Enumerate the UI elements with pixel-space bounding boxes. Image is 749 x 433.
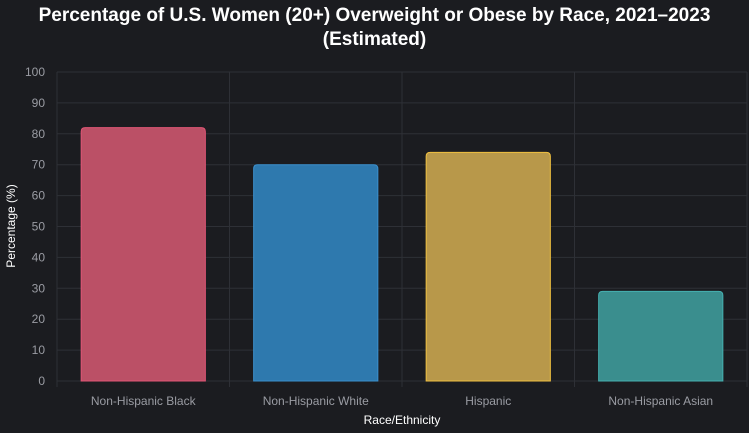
y-axis-label: Percentage (%) (4, 184, 18, 267)
x-tick-label: Non-Hispanic White (263, 394, 369, 408)
x-axis-label: Race/Ethnicity (364, 413, 441, 427)
bar[interactable] (425, 151, 551, 382)
bar[interactable] (80, 127, 206, 382)
y-tick-label: 80 (32, 127, 46, 141)
y-tick-label: 90 (32, 96, 46, 110)
y-tick-label: 70 (32, 158, 46, 172)
y-tick-label: 100 (25, 65, 45, 79)
chart-title-line2: (Estimated) (322, 29, 427, 50)
y-tick-label: 30 (32, 281, 46, 295)
y-tick-label: 20 (32, 312, 46, 326)
y-tick-label: 50 (32, 220, 46, 234)
x-tick-label: Non-Hispanic Asian (608, 394, 713, 408)
y-tick-label: 0 (38, 374, 45, 388)
bar[interactable] (598, 290, 724, 382)
y-tick-label: 40 (32, 250, 46, 264)
x-tick-label: Hispanic (465, 394, 511, 408)
chart-title: Percentage of U.S. Women (20+) Overweigh… (0, 4, 749, 52)
x-tick-label: Non-Hispanic Black (91, 394, 197, 408)
bar[interactable] (253, 164, 379, 382)
chart-title-line1: Percentage of U.S. Women (20+) Overweigh… (38, 5, 711, 26)
y-tick-label: 10 (32, 343, 46, 357)
y-tick-label: 60 (32, 189, 46, 203)
